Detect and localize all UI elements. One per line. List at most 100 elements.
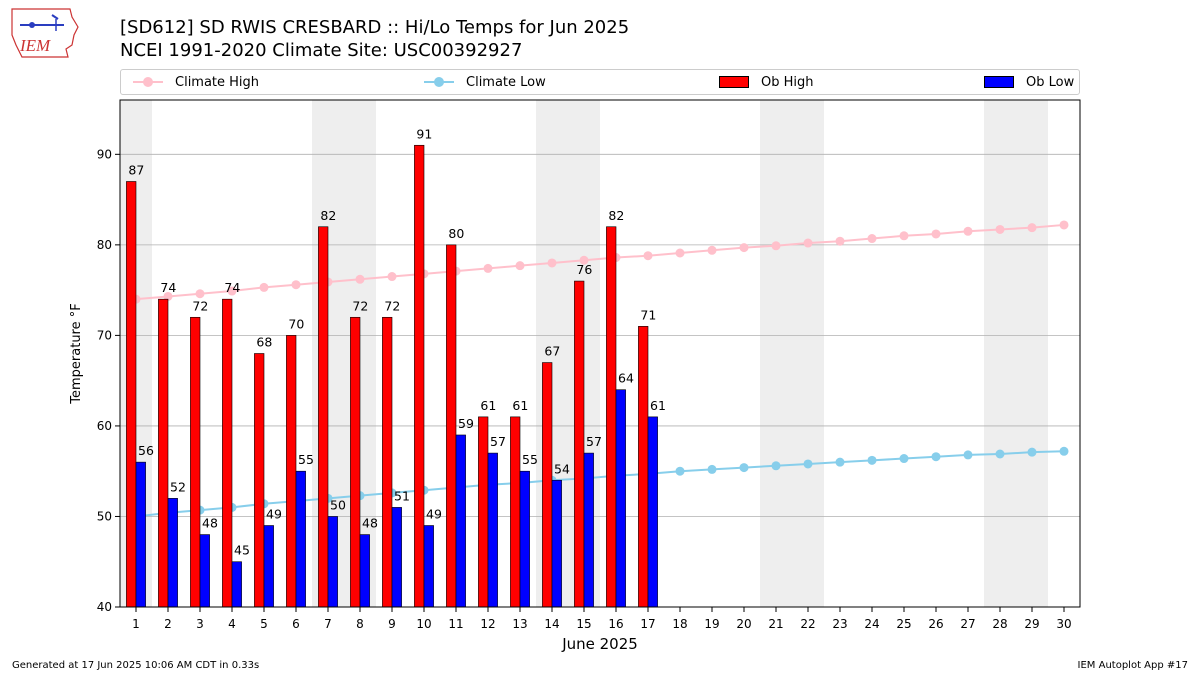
x-tick-label: 15: [576, 617, 591, 631]
x-tick-label: 3: [196, 617, 204, 631]
ob-high-value-label: 72: [384, 298, 400, 313]
x-tick-label: 23: [832, 617, 847, 631]
ob-high-bar: [446, 244, 457, 608]
ob-low-value-label: 48: [202, 516, 218, 531]
climate-low-point: [739, 463, 749, 473]
x-tick-label: 5: [260, 617, 268, 631]
x-tick-label: 12: [480, 617, 495, 631]
legend-climate-high: Climate High: [133, 70, 259, 94]
legend-climate-high-symbol: [133, 76, 163, 88]
chart-title: [SD612] SD RWIS CRESBARD :: Hi/Lo Temps …: [120, 17, 630, 38]
legend-ob-low-symbol: [984, 76, 1014, 88]
x-tick-label: 1: [132, 617, 140, 631]
ob-high-value-label: 71: [640, 307, 656, 322]
ob-high-value-label: 61: [512, 398, 528, 413]
ob-high-bar: [350, 316, 361, 608]
ob-high-bar: [254, 353, 265, 608]
ob-low-value-label: 51: [394, 488, 410, 503]
footer-generated: Generated at 17 Jun 2025 10:06 AM CDT in…: [12, 660, 260, 671]
legend-ob-high-label: Ob High: [761, 74, 814, 90]
ob-high-bar: [542, 362, 553, 608]
climate-high-point: [931, 229, 941, 239]
ob-high-value-label: 61: [480, 398, 496, 413]
ob-low-bar: [391, 507, 402, 608]
climate-low-point: [995, 449, 1005, 459]
x-tick-label: 7: [324, 617, 332, 631]
climate-high-point: [675, 248, 685, 258]
weekend-shade: [792, 100, 824, 607]
y-tick-label: 90: [97, 147, 112, 161]
ob-high-bar: [574, 280, 585, 608]
x-tick-label: 13: [512, 617, 527, 631]
ob-low-bar: [647, 416, 658, 608]
climate-high-point: [483, 263, 493, 273]
y-tick-label: 70: [97, 328, 112, 342]
legend-ob-high-symbol: [719, 76, 749, 88]
ob-high-value-label: 82: [320, 208, 336, 223]
ob-low-value-label: 52: [170, 479, 186, 494]
ob-high-value-label: 76: [576, 262, 592, 277]
gridlines: [120, 153, 1080, 517]
climate-high-point: [387, 272, 397, 282]
ob-low-value-label: 54: [554, 461, 570, 476]
climate-low-point: [867, 455, 877, 465]
ob-high-bar: [382, 316, 393, 608]
ob-high-value-label: 72: [192, 298, 208, 313]
ob-low-value-label: 49: [266, 507, 282, 522]
climate-high-point: [707, 245, 717, 255]
ob-high-bar: [286, 335, 297, 608]
climate-high-point: [1027, 223, 1037, 233]
footer-app: IEM Autoplot App #17: [1077, 660, 1188, 671]
climate-low-point: [771, 461, 781, 471]
x-axis-title: June 2025: [561, 635, 638, 653]
climate-low-point: [931, 452, 941, 462]
climate-high-point: [1059, 220, 1069, 230]
iem-logo: IEM: [8, 5, 80, 60]
legend-climate-high-label: Climate High: [175, 74, 260, 90]
ob-low-value-label: 59: [458, 416, 474, 431]
x-tick-label: 28: [992, 617, 1007, 631]
ob-low-bar: [263, 525, 274, 608]
ob-high-value-label: 91: [416, 126, 432, 141]
climate-high-point: [195, 289, 205, 299]
y-tick-label: 80: [97, 238, 112, 252]
ob-low-bar: [135, 461, 146, 608]
ob-low-bar: [199, 534, 210, 608]
x-tick-label: 20: [736, 617, 751, 631]
plot-frame: [119, 99, 1081, 608]
ob-low-value-label: 45: [234, 543, 250, 558]
ob-low-value-label: 61: [650, 398, 666, 413]
ob-low-bar: [487, 452, 498, 608]
legend-ob-low: Ob Low: [984, 70, 1074, 94]
climate-high-point: [643, 251, 653, 261]
ob-low-value-label: 48: [362, 516, 378, 531]
ob-low-value-label: 56: [138, 443, 154, 458]
x-tick-label: 18: [672, 617, 687, 631]
climate-high-point: [291, 280, 301, 290]
climate-high-point: [227, 286, 237, 296]
climate-high-point: [899, 231, 909, 241]
ob-high-bar: [318, 226, 329, 608]
chart-subtitle: NCEI 1991-2020 Climate Site: USC00392927: [120, 40, 523, 61]
ob-low-bar: [327, 516, 338, 608]
ob-high-bar: [158, 298, 169, 608]
ob-low-bar: [583, 452, 594, 608]
ob-high-value-label: 80: [448, 226, 464, 241]
ob-high-bar: [222, 298, 233, 608]
climate-high-point: [579, 255, 589, 265]
x-tick-label: 4: [228, 617, 236, 631]
climate-low-point: [707, 464, 717, 474]
ob-low-bar: [359, 534, 370, 608]
x-tick-label: 6: [292, 617, 300, 631]
ob-high-value-label: 68: [256, 335, 272, 350]
x-tick-label: 11: [448, 617, 463, 631]
ob-high-bar: [638, 326, 649, 608]
y-tick-label: 60: [97, 419, 112, 433]
weekend-shade: [984, 100, 1016, 607]
legend-ob-low-label: Ob Low: [1026, 74, 1075, 90]
climate-low-point: [899, 454, 909, 464]
x-tick-label: 8: [356, 617, 364, 631]
y-axis-title: Temperature °F: [69, 303, 84, 404]
